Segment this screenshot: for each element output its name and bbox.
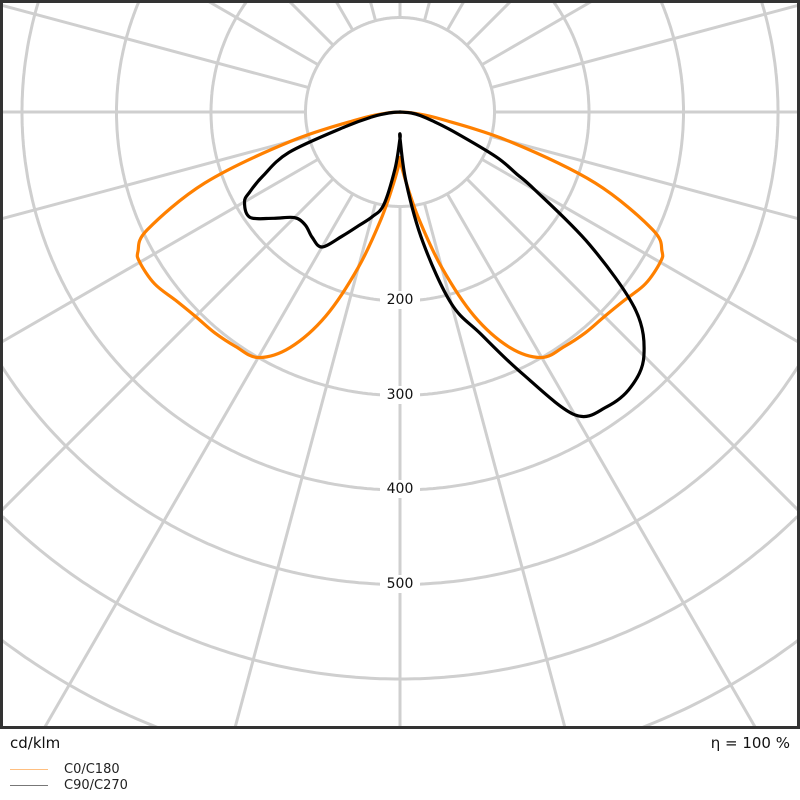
grid-spoke-345 [233,202,377,729]
radial-tick-label-400: 400 [380,480,420,498]
intensity-curves [135,110,665,419]
legend-item-c90-c270: C90/C270 [10,778,128,793]
grid-spoke-330 [43,193,355,729]
grid-spoke-75 [490,135,800,221]
grid-spoke-30 [445,193,757,729]
grid-spoke-210 [334,0,355,31]
radial-tick-label-200: 200 [380,291,420,309]
grid-spoke-165 [423,0,432,22]
legend-swatch-c0-c180 [10,769,48,770]
grid-ring-700 [0,639,159,729]
grid-spoke-240 [205,0,319,67]
grid-spoke-135 [465,0,514,47]
legend-item-c0-c180: C0/C180 [10,762,120,777]
unit-label: cd/klm [10,734,61,752]
grid-spoke-15 [423,202,567,729]
grid-spoke-45 [465,177,800,514]
legend-label: C90/C270 [64,778,128,793]
grid-spoke-150 [445,0,466,31]
efficiency-label: η = 100 % [710,734,790,752]
polar-grid [0,0,800,729]
grid-spoke-255 [0,3,310,89]
grid-spoke-195 [368,0,377,22]
radial-tick-label-500: 500 [380,574,420,593]
grid-spoke-120 [481,0,595,67]
grid-ring-700 [641,639,800,729]
legend-swatch-c90-c270 [10,785,48,786]
curve-c90-c270 [242,110,646,419]
grid-spoke-315 [0,177,335,514]
grid-spoke-285 [0,135,310,221]
plot-frame [0,0,800,729]
legend-label: C0/C180 [64,762,120,777]
grid-spoke-105 [490,3,800,89]
grid-spoke-300 [0,157,319,345]
grid-spoke-225 [286,0,335,47]
radial-tick-label-300: 300 [380,385,420,404]
curve-c0-c180 [135,110,665,360]
polar-chart [0,0,800,729]
